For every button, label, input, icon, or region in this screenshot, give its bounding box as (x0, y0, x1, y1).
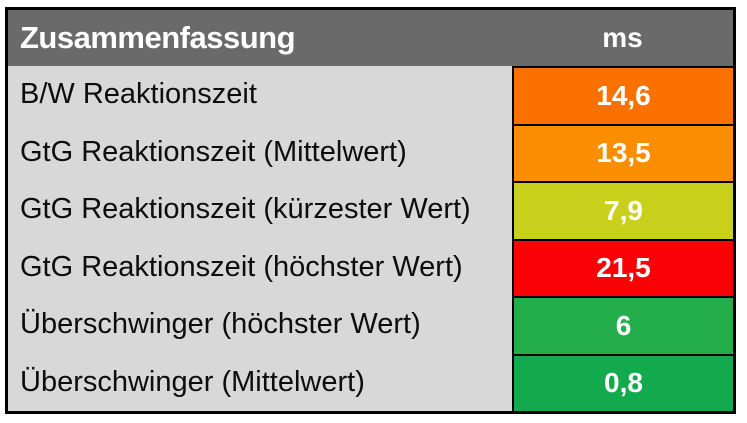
table-row: B/W Reaktionszeit 14,6 (8, 66, 733, 124)
table-title: Zusammenfassung (20, 20, 296, 55)
row-label: Überschwinger (Mittelwert) (8, 353, 512, 411)
row-value: 7,9 (512, 181, 733, 239)
row-label: GtG Reaktionszeit (kürzester Wert) (8, 181, 512, 239)
row-value: 21,5 (512, 238, 733, 296)
row-value: 14,6 (512, 66, 733, 124)
row-label: GtG Reaktionszeit (Mittelwert) (8, 123, 512, 181)
table-header-row: Zusammenfassung ms (8, 10, 733, 66)
table-row: Überschwinger (höchster Wert) 6 (8, 296, 733, 354)
row-label: B/W Reaktionszeit (8, 66, 512, 124)
table-row: GtG Reaktionszeit (kürzester Wert) 7,9 (8, 181, 733, 239)
table-row: Überschwinger (Mittelwert) 0,8 (8, 353, 733, 411)
row-value: 13,5 (512, 123, 733, 181)
table-row: GtG Reaktionszeit (höchster Wert) 21,5 (8, 238, 733, 296)
row-value: 6 (512, 296, 733, 354)
summary-table: Zusammenfassung ms B/W Reaktionszeit 14,… (5, 7, 736, 414)
row-value: 0,8 (512, 353, 733, 411)
unit-column-header: ms (602, 22, 643, 53)
row-label: Überschwinger (höchster Wert) (8, 296, 512, 354)
row-label: GtG Reaktionszeit (höchster Wert) (8, 238, 512, 296)
table-row: GtG Reaktionszeit (Mittelwert) 13,5 (8, 123, 733, 181)
